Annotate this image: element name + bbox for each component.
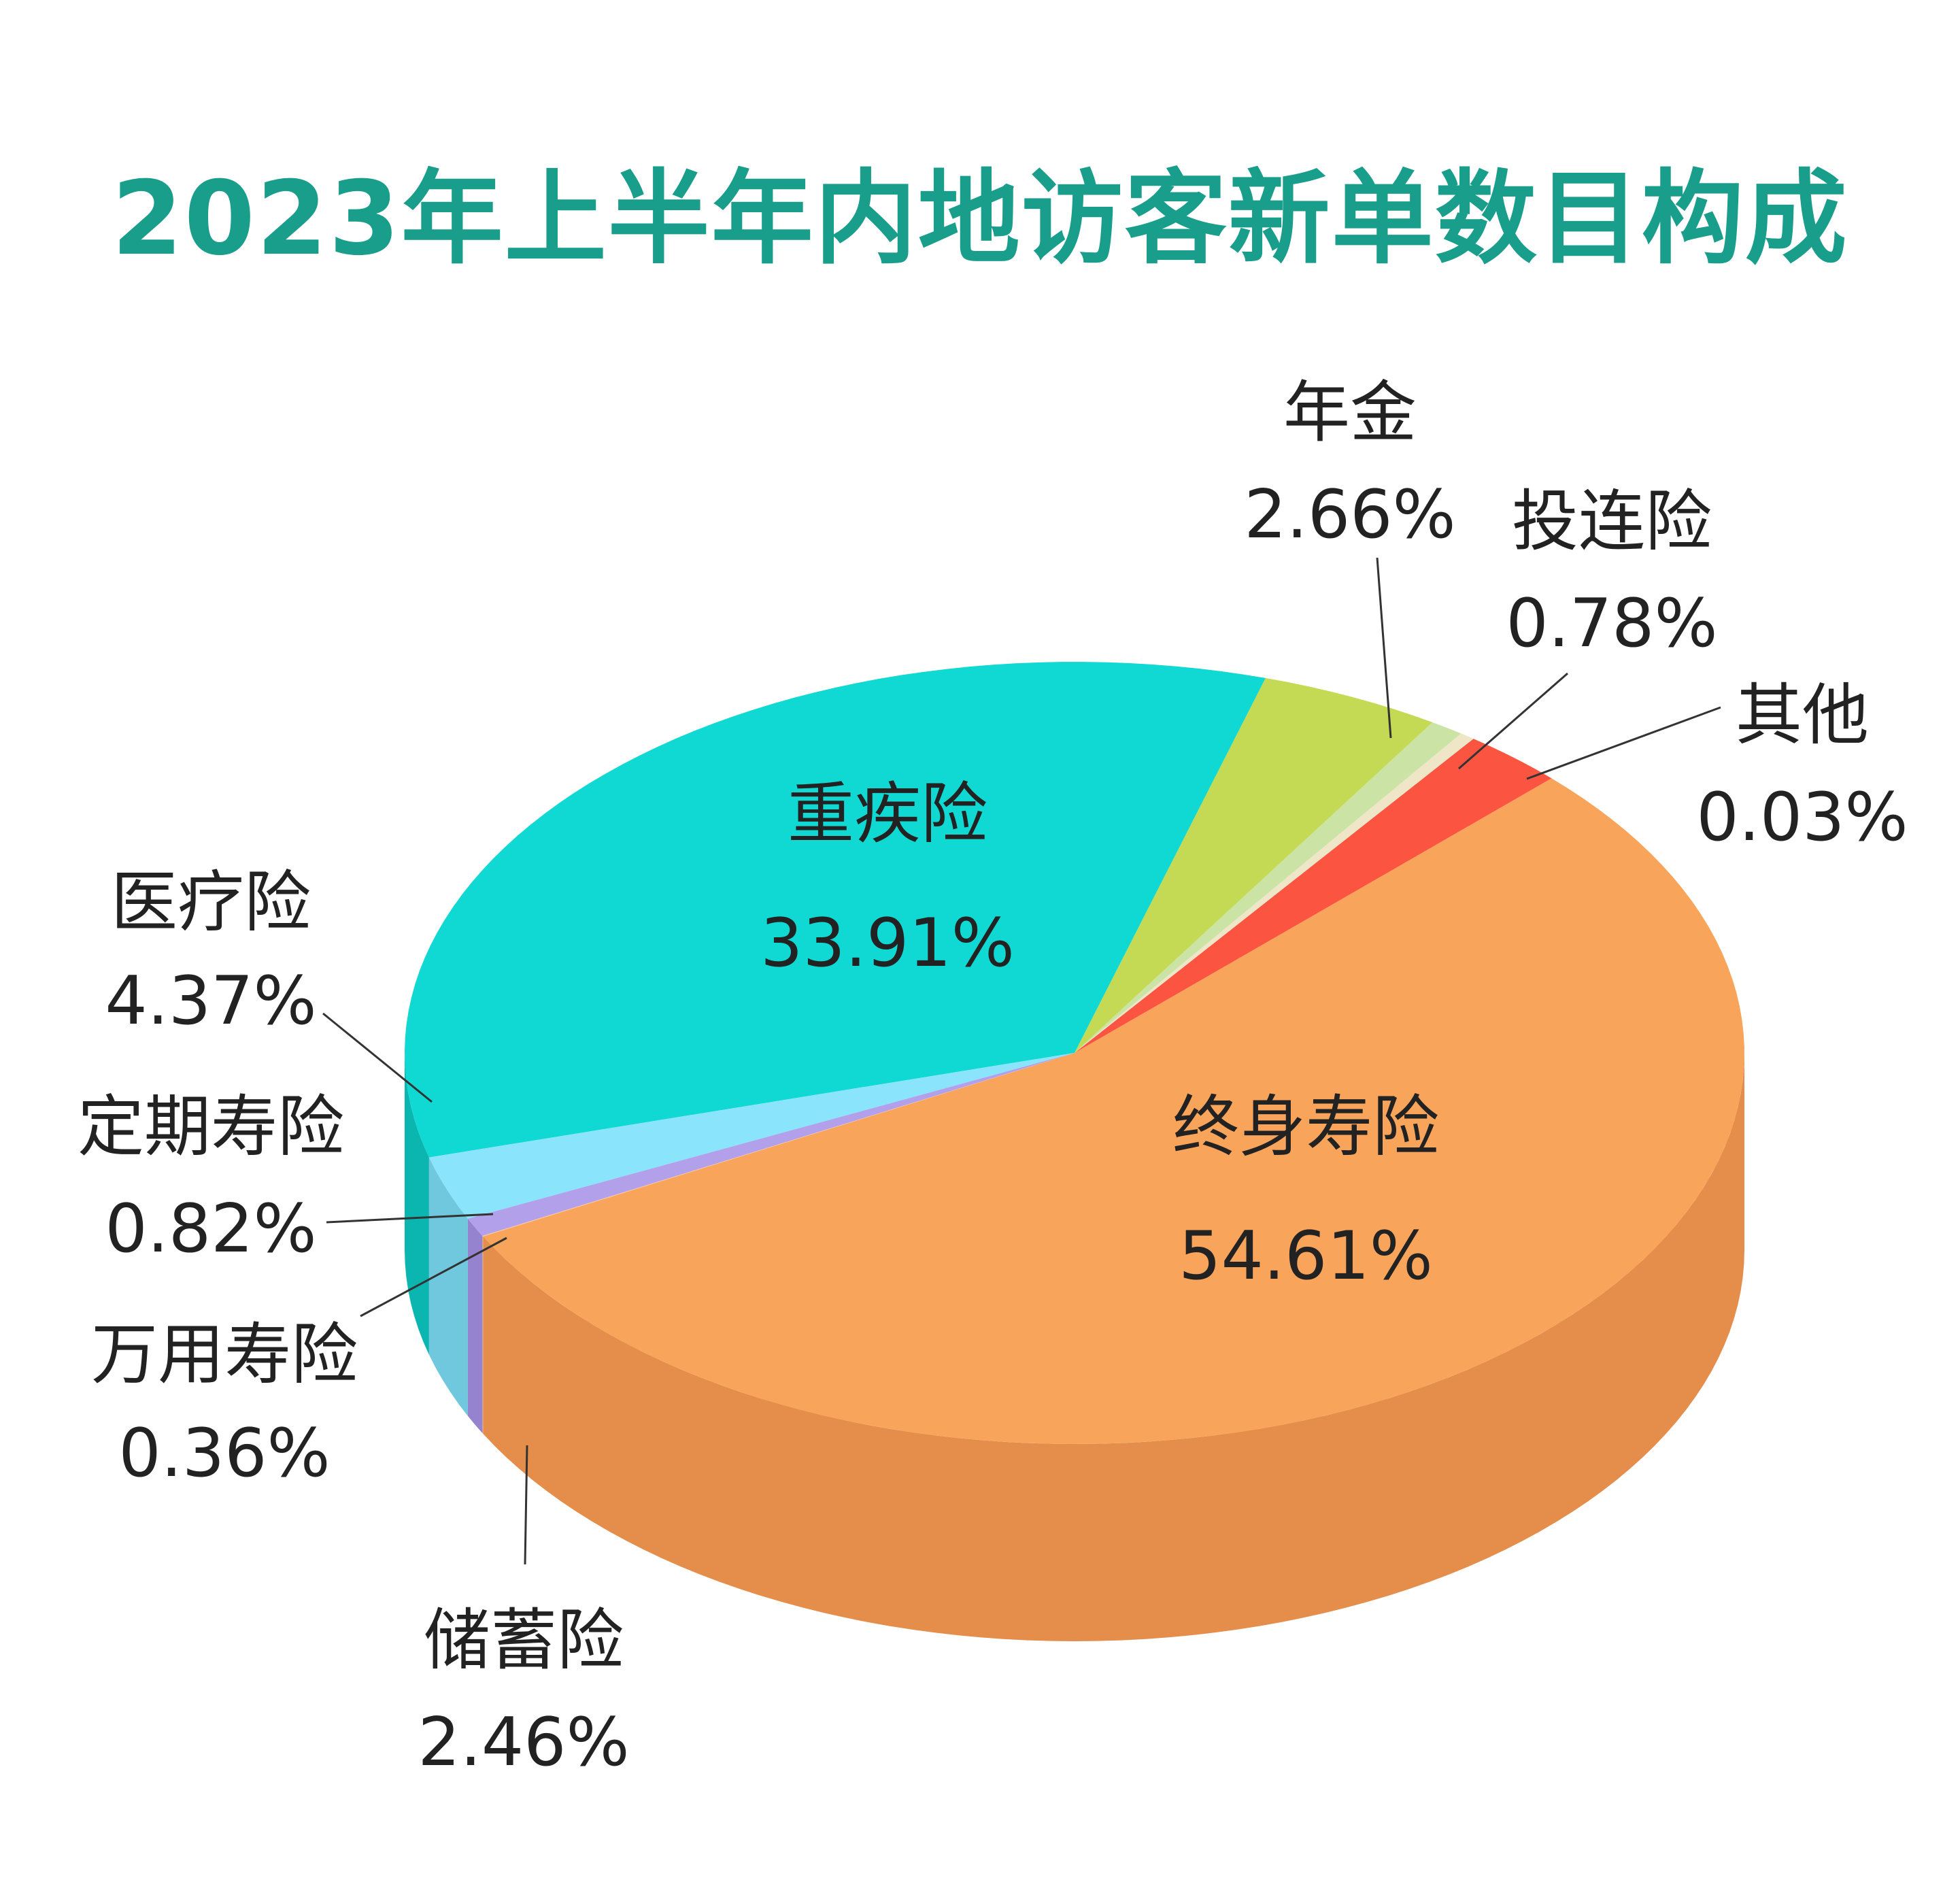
slice-label-2: 万用寿险 [91,1316,358,1394]
pie-slice-8 [482,1053,1075,1237]
pie-sides [405,1053,1744,1641]
slice-label-6: 年金 [1283,374,1417,452]
slice-label-0: 终身寿险 [1172,1088,1439,1166]
pie-side-0 [483,1053,1744,1641]
slice-label-8: 其他 [1736,677,1869,754]
leader-line-3 [326,1213,494,1224]
slice-value-4: 4.37% [105,962,316,1040]
pie-side-7 [467,1218,483,1433]
slice-label-5: 重疾险 [788,775,987,853]
pie-side-6 [428,1157,468,1416]
slice-value-2: 0.36% [118,1415,330,1492]
slice-value-1: 2.46% [418,1704,629,1781]
pie-slice-6 [428,1053,1075,1219]
pie-side-5 [405,1053,429,1355]
slice-label-3: 定期寿险 [78,1088,344,1166]
chart-title: 2023年上半年内地访客新单数目构成 [112,160,1848,278]
pie-slice-0 [483,778,1744,1444]
pie-slice-5 [405,662,1266,1158]
leader-line-6 [1376,557,1392,739]
leader-line-4 [322,1012,433,1103]
leader-line-8 [1526,706,1721,780]
slice-value-7: 0.78% [1506,585,1717,662]
pie-slice-3 [1075,722,1461,1053]
slice-value-6: 2.66% [1244,476,1455,554]
pie-tops [405,662,1744,1444]
leader-line-2 [360,1237,507,1317]
pie-side-8 [482,1236,484,1434]
leader-line-7 [1458,672,1568,770]
slice-value-8: 0.03% [1696,779,1908,856]
pie-slice-1 [1075,739,1552,1053]
pie-slice-4 [1075,677,1433,1053]
slice-labels: 终身寿险 54.61% 储蓄险 2.46% 万用寿险 0.36% 定期寿险 0.82% 医疗险 4… [78,374,1908,1781]
pie-slice-2 [1075,733,1474,1053]
slice-label-1: 储蓄险 [424,1602,624,1679]
slice-label-4: 医疗险 [111,864,311,941]
leader-lines [322,557,1721,1565]
slice-value-0: 54.61% [1179,1218,1433,1295]
slice-value-3: 0.82% [105,1190,316,1268]
slice-value-5: 33.91% [760,905,1015,982]
pie-slice-7 [467,1053,1075,1236]
slice-label-7: 投连险 [1512,483,1712,560]
leader-line-1 [524,1445,528,1565]
